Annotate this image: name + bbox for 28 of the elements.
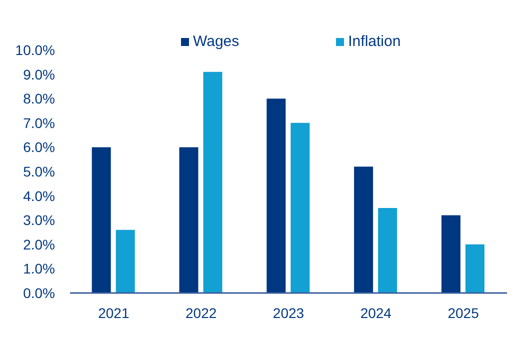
bar	[441, 215, 460, 293]
y-tick-label: 1.0%	[23, 260, 55, 277]
y-tick-label: 6.0%	[23, 139, 55, 156]
legend-label: Wages	[193, 33, 240, 50]
bar	[266, 98, 286, 293]
x-tick-label: 2023	[272, 304, 304, 321]
y-tick-label: 3.0%	[23, 212, 55, 228]
bar	[203, 72, 222, 293]
x-tick-label: 2025	[448, 304, 480, 321]
y-tick-label: 0.0%	[23, 284, 55, 301]
y-tick-label: 5.0%	[23, 163, 55, 180]
y-tick-label: 10.0%	[15, 42, 55, 58]
bar	[116, 230, 135, 293]
x-tick-label: 2021	[98, 304, 130, 321]
y-tick-label: 8.0%	[23, 90, 55, 107]
bar	[290, 122, 310, 293]
bar	[465, 244, 484, 293]
x-tick-label: 2024	[360, 304, 392, 321]
y-tick-label: 2.0%	[23, 236, 55, 252]
legend-label: Inflation	[348, 33, 401, 50]
y-tick-label: 7.0%	[23, 114, 55, 131]
x-tick-label: 2022	[186, 304, 217, 321]
bar	[378, 208, 398, 293]
y-tick-label: 4.0%	[23, 188, 55, 204]
bar	[179, 147, 198, 293]
bar	[92, 147, 111, 293]
y-tick-label: 9.0%	[23, 66, 55, 82]
bar	[354, 166, 374, 293]
